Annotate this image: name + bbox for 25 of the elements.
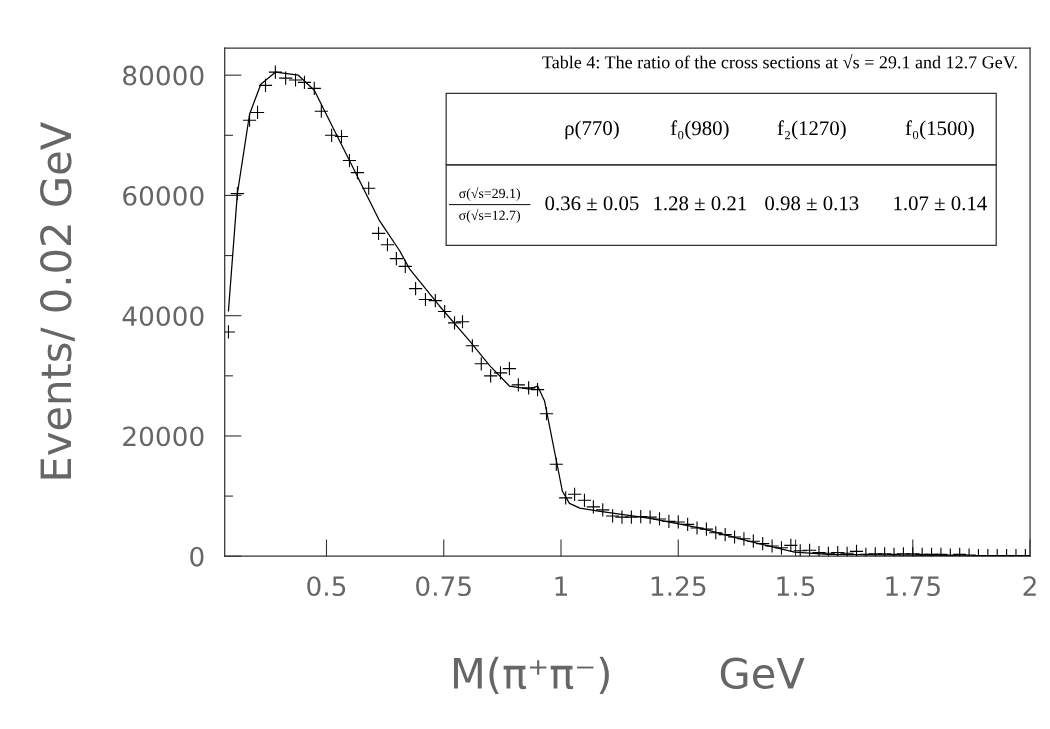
annotation: 1.07 ± 0.14 bbox=[894, 196, 987, 211]
x-tick-label: 0.5 bbox=[307, 576, 346, 597]
annotation: σ(√s=12.7) bbox=[459, 208, 520, 223]
annotation: 0.36 ± 0.05 bbox=[545, 196, 639, 211]
x-tick-label: 1.75 bbox=[886, 576, 940, 597]
x-tick-label: 2 bbox=[1023, 576, 1036, 596]
x-tick-label: 0.75 bbox=[416, 576, 471, 597]
annotation: f₀(1500) bbox=[905, 120, 974, 140]
annotation: f₀(980) bbox=[670, 120, 729, 140]
y-tick-label: 0 bbox=[190, 546, 204, 567]
x-tick-label: 1.5 bbox=[777, 576, 815, 597]
annotation: Table 4: The ratio of the cross sections at √s = 29.1 and 12.7 GeV. bbox=[542, 53, 1017, 69]
y-tick-label: 20000 bbox=[123, 426, 204, 447]
y-tick-label: 80000 bbox=[123, 65, 204, 86]
annotation: 1.28 ± 0.21 bbox=[654, 196, 746, 211]
annotation: 0.98 ± 0.13 bbox=[765, 196, 859, 211]
annotation: ρ(770) bbox=[565, 120, 619, 140]
x-tick-label: 1 bbox=[555, 576, 567, 596]
x-tick-label: 1.25 bbox=[651, 576, 706, 597]
annotation: σ(√s=29.1) bbox=[459, 186, 520, 201]
y-axis-title: Events/ 0.02 GeV bbox=[40, 122, 75, 479]
annotation: f₂(1270) bbox=[777, 120, 846, 140]
x-axis-title: M(π⁺π⁻) GeV bbox=[453, 656, 805, 694]
y-tick-label: 40000 bbox=[122, 306, 204, 327]
y-tick-label: 60000 bbox=[123, 185, 204, 206]
